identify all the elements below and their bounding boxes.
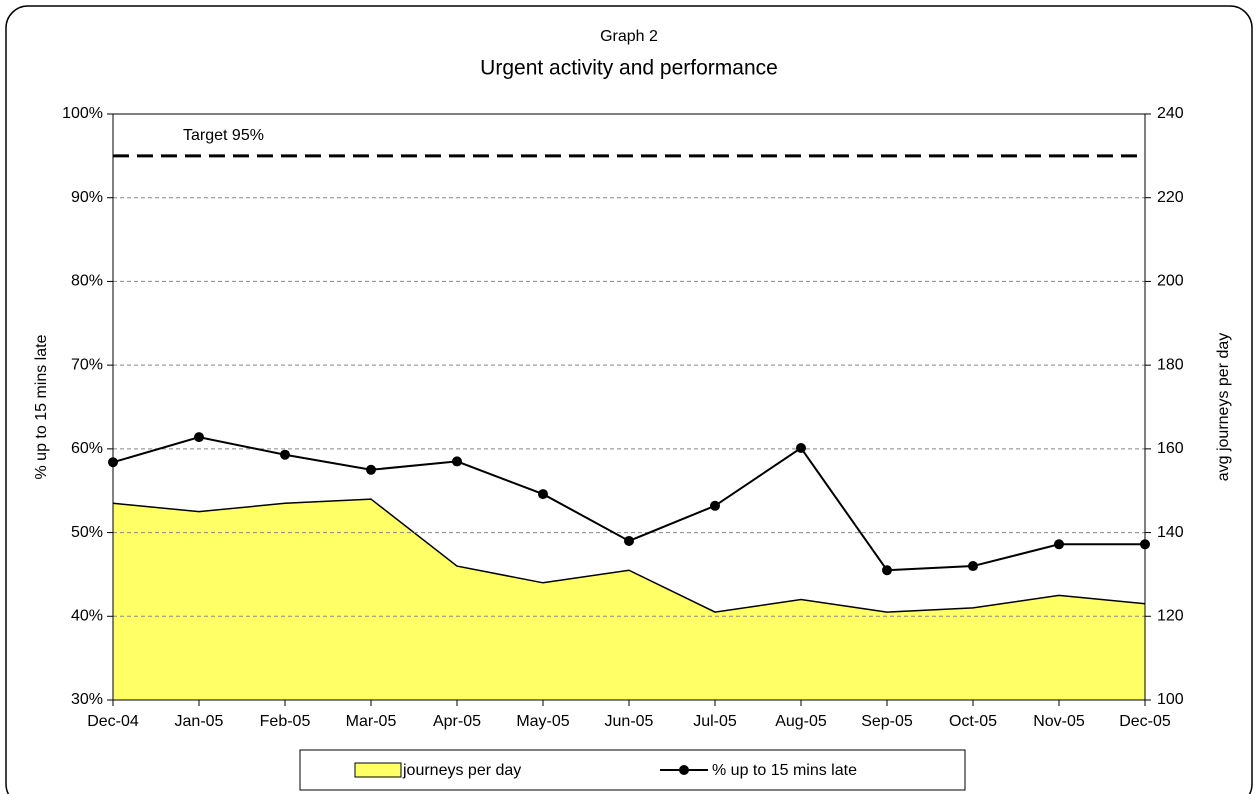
marker bbox=[108, 457, 118, 468]
x-tick-label: Oct-05 bbox=[949, 713, 997, 730]
chart-subtitle: Graph 2 bbox=[600, 28, 658, 45]
annotation: Target 95% bbox=[183, 127, 264, 144]
marker bbox=[1140, 539, 1150, 550]
y-tick-label: 50% bbox=[71, 524, 103, 541]
y-tick-label: 60% bbox=[71, 440, 103, 457]
legend-label: % up to 15 mins late bbox=[712, 762, 857, 779]
y2-tick-label: 220 bbox=[1157, 189, 1184, 206]
area bbox=[113, 499, 1145, 700]
x-tick-label: Jul-05 bbox=[693, 713, 737, 730]
y-tick-label: 40% bbox=[71, 608, 103, 625]
legend-label: journeys per day bbox=[402, 762, 521, 779]
marker bbox=[624, 535, 634, 546]
chart-title: Urgent activity and performance bbox=[480, 57, 778, 80]
marker bbox=[194, 432, 204, 443]
x-tick-label: Mar-05 bbox=[346, 713, 397, 730]
area-outline bbox=[112, 498, 1146, 613]
marker bbox=[882, 565, 892, 576]
x-tick-label: Feb-05 bbox=[260, 713, 311, 730]
marker bbox=[968, 561, 978, 572]
y2-tick-label: 240 bbox=[1157, 105, 1184, 122]
y2-tick-label: 180 bbox=[1157, 356, 1184, 373]
y2-axis-label: avg journeys per day bbox=[1215, 333, 1232, 482]
x-tick-label: Dec-05 bbox=[1119, 713, 1171, 730]
marker bbox=[796, 443, 806, 454]
x-tick-label: Jun-05 bbox=[605, 713, 654, 730]
y-tick-label: 90% bbox=[71, 189, 103, 206]
marker bbox=[366, 464, 376, 475]
y2-tick-label: 100 bbox=[1157, 691, 1184, 708]
marker bbox=[710, 500, 720, 511]
x-tick-label: Nov-05 bbox=[1033, 713, 1085, 730]
y-tick-label: 80% bbox=[71, 273, 103, 290]
x-tick-label: May-05 bbox=[516, 713, 569, 730]
x-tick-label: Aug-05 bbox=[775, 713, 827, 730]
y2-tick-label: 120 bbox=[1157, 608, 1184, 625]
legend-swatch bbox=[354, 762, 402, 778]
y2-tick-label: 160 bbox=[1157, 440, 1184, 457]
y-tick-label: 30% bbox=[71, 691, 103, 708]
plot-frame bbox=[112, 113, 1146, 701]
marker bbox=[1054, 539, 1064, 550]
marker bbox=[452, 456, 462, 467]
legend-marker bbox=[679, 765, 689, 775]
y2-tick-label: 200 bbox=[1157, 273, 1184, 290]
legend-box bbox=[299, 749, 966, 791]
y-tick-label: 100% bbox=[62, 105, 103, 122]
x-tick-label: Sep-05 bbox=[861, 713, 913, 730]
marker bbox=[280, 449, 290, 460]
marker bbox=[538, 489, 548, 500]
y-tick-label: 70% bbox=[71, 356, 103, 373]
x-tick-label: Jan-05 bbox=[175, 713, 224, 730]
x-tick-label: Apr-05 bbox=[433, 713, 481, 730]
y-axis-label: % up to 15 mins late bbox=[33, 334, 50, 479]
x-tick-label: Dec-04 bbox=[87, 713, 139, 730]
y2-tick-label: 140 bbox=[1157, 524, 1184, 541]
